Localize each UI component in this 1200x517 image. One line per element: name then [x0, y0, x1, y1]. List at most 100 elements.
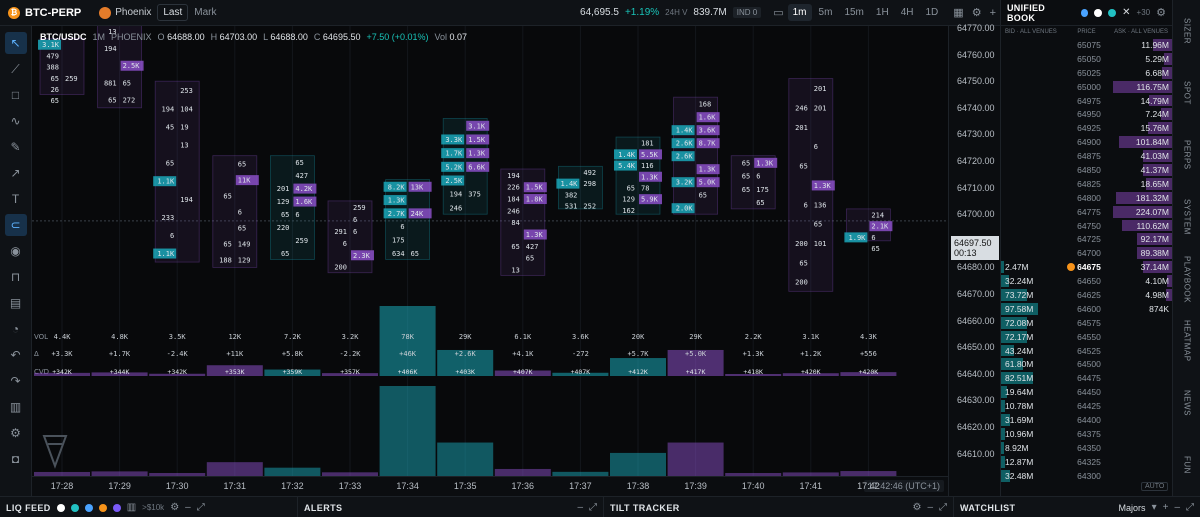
side-tab-spot[interactable]: SPOT: [1173, 62, 1200, 124]
book-row[interactable]: 10.96M 64375: [1001, 427, 1173, 441]
tilt-minimize-icon[interactable]: –: [927, 502, 933, 513]
liq-settings-icon[interactable]: ⚙: [170, 502, 180, 513]
book-row[interactable]: 64725 92.17M: [1001, 232, 1173, 246]
liq-expand-icon[interactable]: ⤢: [196, 502, 205, 513]
ruler-icon[interactable]: ▤: [9, 296, 22, 310]
book-row[interactable]: 65000 116.75M: [1001, 80, 1173, 94]
book-row[interactable]: 64900 101.84M: [1001, 135, 1173, 149]
layout-icon[interactable]: ▭: [773, 7, 784, 19]
lock-icon[interactable]: ⊓: [10, 270, 21, 284]
book-row[interactable]: 43.24M 64525: [1001, 344, 1173, 358]
book-row[interactable]: 64975 14.79M: [1001, 94, 1173, 108]
timeframe-15m[interactable]: 15m: [844, 7, 864, 18]
footprint-chart[interactable]: 3.1K 479 388 65 259 26 65 13 194 2.5K 881 65 65 272 25…: [32, 26, 948, 496]
book-row[interactable]: 82.51M 64475: [1001, 371, 1173, 385]
book-row[interactable]: 8.92M 64350: [1001, 441, 1173, 455]
settings-icon[interactable]: ⚙: [971, 7, 982, 19]
book-row[interactable]: 64800 181.32M: [1001, 191, 1173, 205]
side-tab-fun[interactable]: FUN: [1173, 434, 1200, 496]
bar-chart-icon[interactable]: ▥: [126, 502, 137, 513]
book-settings-icon[interactable]: ⚙: [1156, 7, 1166, 19]
book-row[interactable]: 65050 5.29M: [1001, 52, 1173, 66]
book-row[interactable]: 64950 7.24M: [1001, 107, 1173, 121]
book-row[interactable]: 64775 224.07M: [1001, 205, 1173, 219]
liq-filter[interactable]: >$10k: [142, 503, 165, 512]
book-row[interactable]: 32.48M 64300: [1001, 469, 1173, 483]
symbol-selector[interactable]: ₿ BTC-PERP: [0, 6, 89, 19]
venue-icon[interactable]: [98, 503, 107, 512]
venue-icon[interactable]: [56, 503, 65, 512]
chevron-down-icon[interactable]: ▾: [1151, 502, 1157, 513]
trend-line-icon[interactable]: ⟋: [11, 61, 20, 76]
watchlist-panel[interactable]: WATCHLIST Majors ▾ + – ⤢: [954, 497, 1200, 517]
magnet-icon[interactable]: ⊂: [4, 214, 27, 236]
price-axis[interactable]: 64610.00 64620.00 64630.00 64640.00 64650.00…: [948, 23, 1000, 496]
liq-feed-panel[interactable]: LIQ FEED ▥ >$10k ⚙ – ⤢: [0, 497, 298, 517]
book-row[interactable]: 73.72M 64625 4.98M: [1001, 288, 1173, 302]
venue-count[interactable]: +30: [1136, 8, 1151, 17]
tilt-expand-icon[interactable]: ⤢: [939, 502, 947, 513]
watchlist-add-icon[interactable]: +: [1162, 502, 1169, 513]
add-icon[interactable]: +: [989, 6, 996, 19]
watchlist-minimize-icon[interactable]: –: [1174, 502, 1180, 513]
camera-icon[interactable]: ◘: [11, 452, 20, 466]
side-tab-heatmap[interactable]: HEATMAP: [1173, 310, 1200, 372]
book-row[interactable]: 72.08M 64575: [1001, 316, 1173, 330]
alert-bell-icon[interactable]: ◔: [11, 322, 20, 336]
time-axis[interactable]: 17:42:46 (UTC+1) 17:28 17:29 17:30 17:31 17:…: [32, 476, 948, 496]
book-row[interactable]: 12.87M 64325: [1001, 455, 1173, 469]
book-row[interactable]: 97.58M 64600 874K: [1001, 302, 1173, 316]
watchlist-select[interactable]: Majors: [1118, 502, 1146, 513]
timeframe-1D[interactable]: 1D: [925, 7, 939, 18]
indicator-badge[interactable]: IND 0: [732, 7, 762, 18]
watchlist-expand-icon[interactable]: ⤢: [1186, 502, 1194, 513]
text-icon[interactable]: T: [11, 192, 20, 206]
book-row[interactable]: 64850 41.37M: [1001, 163, 1173, 177]
alerts-expand-icon[interactable]: ⤢: [589, 502, 597, 513]
venue-icon[interactable]: [84, 503, 93, 512]
venue-selector[interactable]: Phoenix: [99, 6, 151, 19]
timeframe-1H[interactable]: 1H: [875, 7, 889, 18]
book-row[interactable]: 64825 18.65M: [1001, 177, 1173, 191]
alerts-minimize-icon[interactable]: –: [577, 502, 583, 513]
side-tab-perps[interactable]: PERPS: [1173, 124, 1200, 186]
rectangle-icon[interactable]: □: [11, 88, 20, 102]
book-row[interactable]: 72.17M 64550: [1001, 330, 1173, 344]
tilt-settings-icon[interactable]: ⚙: [912, 502, 922, 513]
side-tab-system[interactable]: SYSTEM: [1173, 186, 1200, 248]
side-tab-news[interactable]: NEWS: [1173, 372, 1200, 434]
alerts-panel[interactable]: ALERTS – ⤢: [298, 497, 604, 517]
timeframe-4H[interactable]: 4H: [900, 7, 914, 18]
calendar-icon[interactable]: ▦: [953, 7, 964, 19]
book-row[interactable]: 2.47M 64675 37.14M: [1001, 260, 1173, 274]
book-row[interactable]: 64750 110.62M: [1001, 219, 1173, 233]
book-row[interactable]: 32.24M 64650 4.10M: [1001, 274, 1173, 288]
book-row[interactable]: 64925 15.76M: [1001, 121, 1173, 135]
undo-icon[interactable]: ↶: [10, 348, 21, 362]
book-row[interactable]: 65025 6.68M: [1001, 66, 1173, 80]
auto-center-button[interactable]: AUTO: [1141, 482, 1169, 491]
book-row[interactable]: 64875 41.03M: [1001, 149, 1173, 163]
side-tab-playbook[interactable]: PLAYBOOK: [1173, 248, 1200, 310]
redo-icon[interactable]: ↷: [10, 374, 21, 388]
arrow-icon[interactable]: ↗: [10, 166, 21, 180]
timeframe-5m[interactable]: 5m: [818, 7, 833, 18]
timeframe-1m[interactable]: 1m: [787, 4, 812, 21]
venue-icon[interactable]: [112, 503, 121, 512]
side-tab-sizer[interactable]: SIZER: [1173, 0, 1200, 62]
last-price-toggle[interactable]: Last: [157, 4, 189, 21]
liq-minimize-icon[interactable]: –: [185, 502, 191, 513]
trash-icon[interactable]: ▥: [9, 400, 22, 414]
book-row[interactable]: 64700 89.38M: [1001, 246, 1173, 260]
brush-icon[interactable]: ✎: [10, 140, 21, 154]
book-row[interactable]: 19.64M 64450: [1001, 385, 1173, 399]
mark-price-toggle[interactable]: Mark: [194, 7, 217, 18]
book-row[interactable]: 61.80M 64500: [1001, 357, 1173, 371]
settings-gear-icon[interactable]: ⚙: [10, 426, 21, 440]
tilt-tracker-panel[interactable]: TILT TRACKER ⚙ – ⤢: [604, 497, 954, 517]
book-row[interactable]: 10.78M 64425: [1001, 399, 1173, 413]
book-row[interactable]: 65075 11.96M: [1001, 38, 1173, 52]
book-row[interactable]: 31.69M 64400: [1001, 413, 1173, 427]
eye-icon[interactable]: ◉: [10, 244, 21, 258]
chart-canvas[interactable]: 3.1K 479 388 65 259 26 65 13 194 2.5K 881 65 65 272 25…: [32, 26, 948, 476]
